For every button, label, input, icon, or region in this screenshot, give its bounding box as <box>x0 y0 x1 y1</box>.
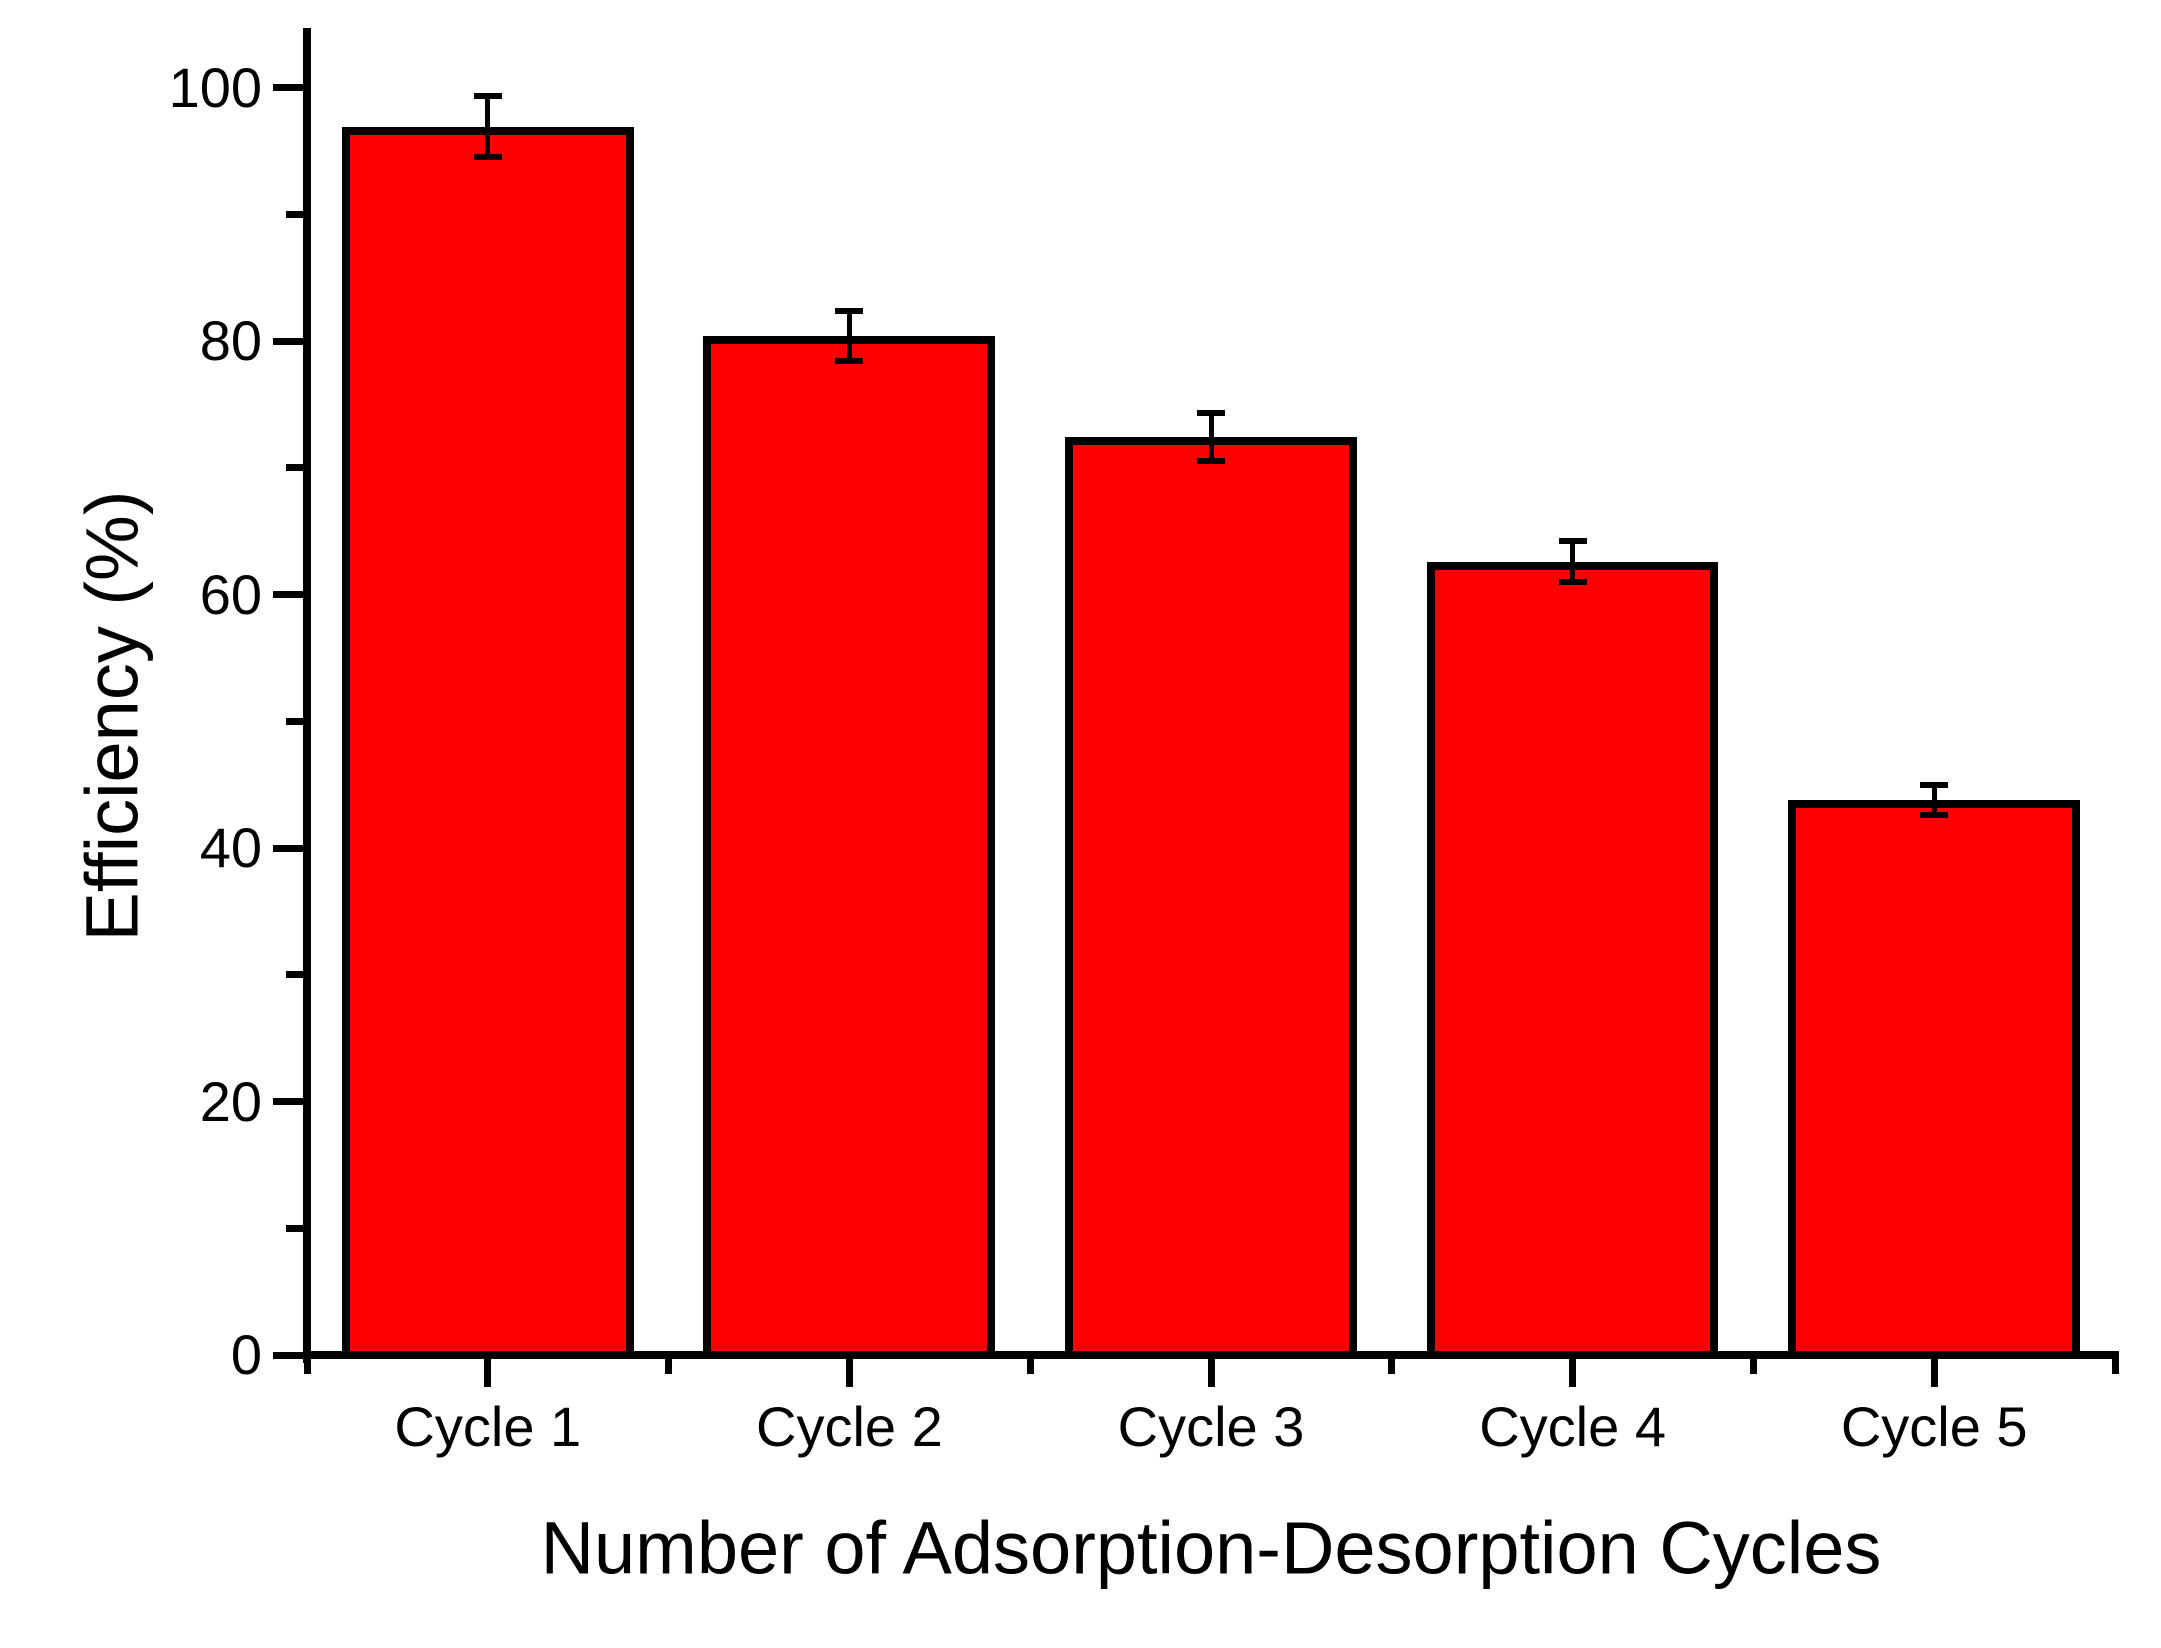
bar-cycle-5 <box>1788 799 2081 1359</box>
error-bar-cap-bottom <box>473 154 502 161</box>
x-minor-tick <box>665 1359 673 1374</box>
error-bar-cap-bottom <box>835 358 864 365</box>
y-major-tick <box>273 844 303 852</box>
bar-cycle-4 <box>1426 561 1719 1359</box>
x-minor-tick <box>1388 1359 1396 1374</box>
y-tick-label: 40 <box>199 816 262 880</box>
error-bar-cap-bottom <box>1197 458 1225 465</box>
y-major-tick <box>273 591 303 599</box>
x-tick-label: Cycle 2 <box>756 1395 943 1458</box>
y-minor-tick <box>286 971 303 979</box>
x-major-tick <box>1930 1359 1938 1387</box>
y-tick-label: 20 <box>199 1069 262 1133</box>
y-tick-label: 100 <box>168 55 262 119</box>
y-major-tick <box>273 1351 303 1359</box>
bar-cycle-2 <box>703 335 996 1359</box>
x-minor-tick <box>1026 1359 1034 1374</box>
error-bar-line <box>1931 784 1937 816</box>
y-tick-label: 0 <box>230 1323 262 1386</box>
error-bar-cap-bottom <box>1558 578 1587 585</box>
error-bar-cap-bottom <box>1920 812 1949 819</box>
x-tick-label: Cycle 4 <box>1479 1395 1666 1458</box>
y-tick-label: 80 <box>199 309 262 373</box>
error-bar-line <box>846 310 852 362</box>
y-minor-tick <box>286 1224 303 1232</box>
y-minor-tick <box>286 717 303 725</box>
x-tick-label: Cycle 3 <box>1117 1395 1305 1458</box>
error-bar-cap-top <box>473 93 502 100</box>
x-major-tick <box>1569 1359 1577 1387</box>
x-major-tick <box>484 1359 492 1387</box>
y-axis-line <box>303 28 311 1363</box>
error-bar-cap-top <box>1558 538 1587 545</box>
x-major-tick <box>1207 1359 1215 1387</box>
y-major-tick <box>273 1098 303 1105</box>
x-axis-line <box>303 1351 2119 1359</box>
error-bar-line <box>1570 541 1576 582</box>
bar-cycle-1 <box>341 126 634 1359</box>
x-minor-tick <box>1749 1359 1757 1374</box>
error-bar-cap-top <box>1197 410 1225 417</box>
x-tick-label: Cycle 5 <box>1840 1395 2028 1458</box>
bar-cycle-3 <box>1065 437 1357 1359</box>
x-minor-tick <box>2111 1359 2119 1374</box>
y-major-tick <box>273 337 303 345</box>
error-bar-cap-top <box>1920 781 1949 788</box>
x-major-tick <box>845 1359 853 1387</box>
x-minor-tick <box>303 1359 311 1374</box>
y-tick-label: 60 <box>199 562 262 626</box>
x-axis-title: Number of Adsorption-Desorption Cycles <box>540 1506 1882 1590</box>
y-major-tick <box>273 84 303 92</box>
error-bar-line <box>1208 413 1214 462</box>
y-minor-tick <box>286 464 303 472</box>
y-minor-tick <box>286 210 303 218</box>
error-bar-cap-top <box>835 307 864 314</box>
x-tick-label: Cycle 1 <box>394 1395 582 1458</box>
error-bar-line <box>485 96 491 158</box>
